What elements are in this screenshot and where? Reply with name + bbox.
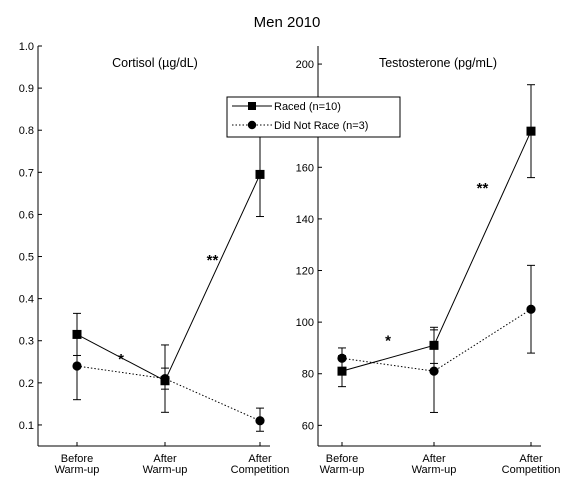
legend-label-raced: Raced (n=10) — [274, 101, 341, 113]
x-tick-label-line: After — [248, 453, 272, 465]
y-tick-label-testosterone: 80 — [302, 369, 314, 381]
x-tick-label-testosterone: After Warm-up — [412, 453, 457, 476]
y-tick-label-cortisol: 0.4 — [19, 294, 34, 306]
y-tick-label-cortisol: 0.7 — [19, 167, 34, 179]
data-point-did-not-race-testosterone — [429, 366, 439, 376]
significance-marker-cortisol: ** — [207, 252, 219, 269]
significance-marker-testosterone: * — [385, 332, 391, 349]
y-tick-label-cortisol: 0.1 — [19, 420, 34, 432]
data-point-did-not-race-cortisol — [72, 361, 82, 371]
significance-marker-testosterone: ** — [477, 180, 489, 197]
x-tick-label-testosterone: Before Warm-up — [320, 453, 365, 476]
y-tick-label-cortisol: 0.6 — [19, 209, 34, 221]
data-point-raced-testosterone — [526, 126, 536, 136]
y-tick-label-testosterone: 100 — [296, 317, 314, 329]
series-line-raced-cortisol — [76, 174, 261, 382]
x-tick-label-line: Competition — [502, 464, 561, 476]
panel-title-testosterone: Testosterone (pg/mL) — [379, 56, 497, 70]
y-tick-label-cortisol: 0.8 — [19, 125, 34, 137]
data-point-did-not-race-cortisol — [160, 374, 170, 384]
y-tick-label-testosterone: 200 — [296, 59, 314, 71]
x-tick-label-line: After — [153, 453, 177, 465]
x-tick-label-line: Warm-up — [143, 464, 188, 476]
panel-testosterone: Testosterone (pg/mL) 60 80 100 120 140 160 200… — [296, 46, 561, 476]
panel-cortisol: Cortisol (µg/dL) 0.1 0.2 0.3 0.4 0.5 0.6 0.7 0.… — [19, 41, 290, 476]
series-line-raced-testosterone — [341, 130, 532, 372]
x-tick-label-line: Before — [61, 453, 93, 465]
x-tick-label-line: Before — [326, 453, 358, 465]
y-tick-label-cortisol: 1.0 — [19, 41, 34, 53]
y-tick-label-testosterone: 60 — [302, 420, 314, 432]
x-tick-label-line: Competition — [231, 464, 290, 476]
y-tick-label-cortisol: 0.3 — [19, 336, 34, 348]
x-tick-label-line: After — [519, 453, 543, 465]
legend: Raced (n=10) Did Not Race (n=3) — [226, 96, 401, 138]
data-point-raced-cortisol — [72, 329, 82, 339]
significance-marker-cortisol: * — [118, 351, 124, 368]
x-tick-label-testosterone: After Competition — [502, 453, 561, 476]
y-tick-label-testosterone: 120 — [296, 266, 314, 278]
panel-title-cortisol: Cortisol (µg/dL) — [112, 56, 198, 70]
x-tick-label-cortisol: After Warm-up — [143, 453, 188, 476]
data-point-raced-cortisol — [255, 169, 265, 179]
x-tick-label-line: Warm-up — [55, 464, 100, 476]
x-tick-label-line: Warm-up — [320, 464, 365, 476]
x-tick-label-line: After — [422, 453, 446, 465]
y-tick-label-cortisol: 0.5 — [19, 252, 34, 264]
data-point-did-not-race-cortisol — [255, 416, 265, 426]
y-tick-label-testosterone: 160 — [296, 162, 314, 174]
data-point-raced-testosterone — [337, 366, 347, 376]
x-tick-label-cortisol: Before Warm-up — [55, 453, 100, 476]
y-tick-label-cortisol: 0.9 — [19, 83, 34, 95]
legend-label-did-not-race: Did Not Race (n=3) — [274, 120, 368, 132]
legend-marker-raced — [248, 102, 256, 110]
y-tick-label-cortisol: 0.2 — [19, 378, 34, 390]
x-tick-label-line: Warm-up — [412, 464, 457, 476]
data-point-did-not-race-testosterone — [337, 353, 347, 363]
figure-title: Men 2010 — [254, 14, 321, 31]
legend-marker-did-not-race — [247, 120, 257, 130]
y-tick-label-testosterone: 140 — [296, 214, 314, 226]
x-tick-label-cortisol: After Competition — [231, 453, 290, 476]
data-point-did-not-race-testosterone — [526, 304, 536, 314]
